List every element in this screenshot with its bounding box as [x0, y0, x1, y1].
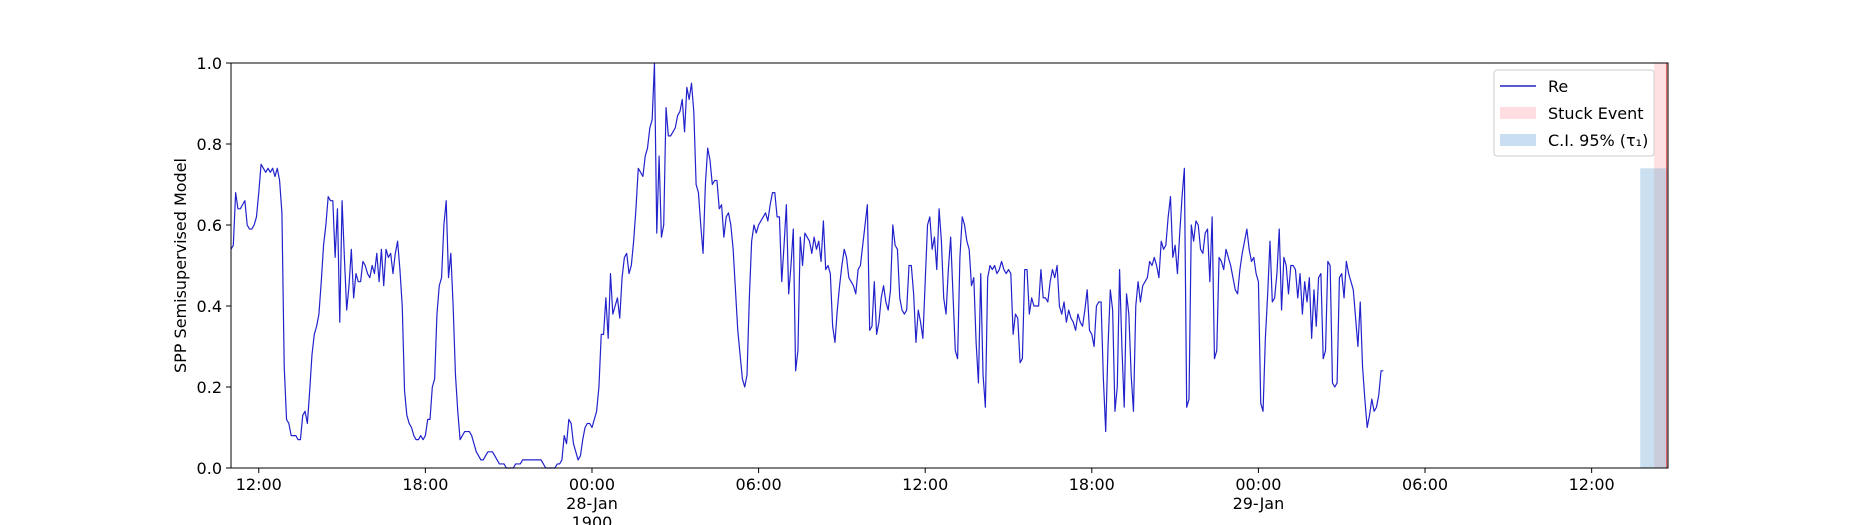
- legend-label: Re: [1548, 77, 1568, 96]
- axes-frame: [230, 62, 1669, 469]
- y-tick-label: 0.4: [197, 297, 222, 316]
- shaded-region-0: [1654, 63, 1668, 468]
- y-ticks: 0.0 0.2 0.4 0.6 0.8 1.0: [197, 54, 231, 478]
- legend-label: Stuck Event: [1548, 104, 1644, 123]
- legend-swatch-patch: [1500, 134, 1536, 146]
- y-tick-label: 0.6: [197, 216, 222, 235]
- shaded-region-1: [1640, 168, 1668, 469]
- x-tick-sublabel: 1900: [572, 513, 613, 525]
- x-tick-label: 12:00: [902, 475, 948, 494]
- shaded-regions: [1640, 63, 1668, 469]
- x-tick-label: 00:00: [569, 475, 615, 494]
- legend-label: C.I. 95% (τ₁): [1548, 131, 1648, 150]
- x-tick-label: 06:00: [736, 475, 782, 494]
- x-tick-label: 18:00: [1069, 475, 1115, 494]
- x-tick-sublabel: 28-Jan: [566, 494, 618, 513]
- x-tick-sublabel: 29-Jan: [1233, 494, 1285, 513]
- x-tick-label: 12:00: [1569, 475, 1615, 494]
- y-tick-label: 0.8: [197, 135, 222, 154]
- y-tick-label: 0.2: [197, 378, 222, 397]
- x-tick-label: 12:00: [236, 475, 282, 494]
- y-tick-label: 1.0: [197, 54, 222, 73]
- y-axis-label: SPP Semisupervised Model: [171, 158, 190, 373]
- x-tick-label: 00:00: [1235, 475, 1281, 494]
- series-line-re: [230, 62, 1384, 469]
- legend-swatch-patch: [1500, 107, 1536, 119]
- x-tick-label: 18:00: [402, 475, 448, 494]
- x-tick-label: 06:00: [1402, 475, 1448, 494]
- y-tick-label: 0.0: [197, 459, 222, 478]
- legend: Re Stuck Event C.I. 95% (τ₁): [1493, 69, 1655, 157]
